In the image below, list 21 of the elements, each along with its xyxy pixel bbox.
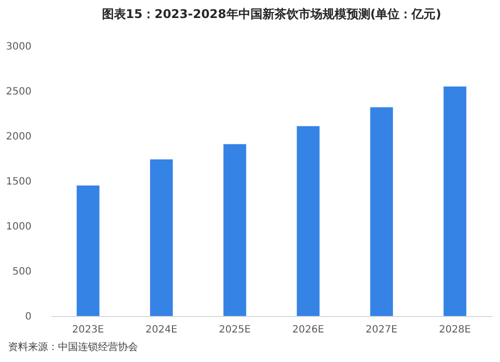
bar xyxy=(444,86,466,316)
y-tick-label: 0 xyxy=(25,312,32,322)
bar xyxy=(370,107,393,316)
x-tick-label: 2027E xyxy=(366,324,398,336)
bar xyxy=(296,126,320,316)
y-tick-label: 1500 xyxy=(6,176,32,188)
x-tick-label: 2026E xyxy=(292,324,324,336)
bar xyxy=(223,144,246,316)
y-tick-label: 500 xyxy=(12,266,32,278)
y-tick-label: 2000 xyxy=(6,132,32,142)
y-tick-label: 2500 xyxy=(6,86,32,98)
chart-title: 图表15：2023-2028年中国新茶饮市场规模预测(单位：亿元) xyxy=(102,7,442,21)
x-tick-label: 2025E xyxy=(218,324,251,336)
text: 资料来源：中国连锁经营协会 xyxy=(8,340,138,354)
x-tick-label: 2028E xyxy=(439,324,471,336)
y-tick-label: 1000 xyxy=(6,222,32,232)
y-tick-label: 3000 xyxy=(6,42,32,52)
x-tick-label: 2024E xyxy=(146,324,178,336)
bar xyxy=(150,159,173,316)
x-tick-label: 2023E xyxy=(72,324,104,336)
bar xyxy=(76,186,100,316)
